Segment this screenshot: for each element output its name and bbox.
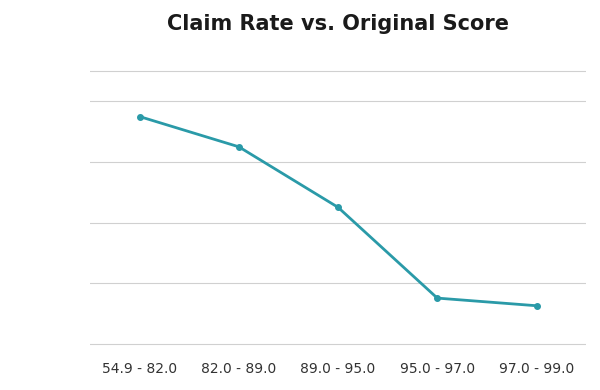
Title: Claim Rate vs. Original Score: Claim Rate vs. Original Score <box>167 14 509 34</box>
